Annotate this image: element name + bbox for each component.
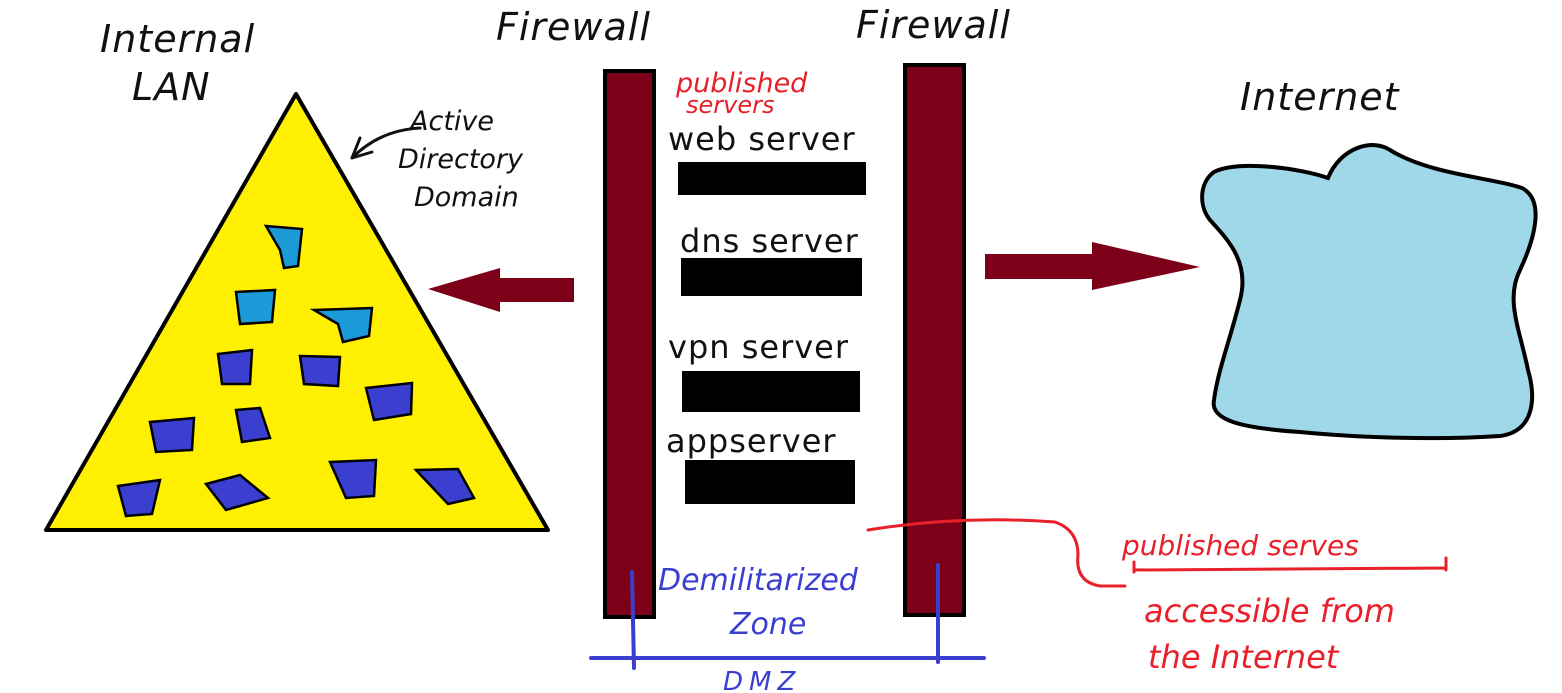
computer-icon [263, 224, 304, 270]
arrow-to-lan [428, 268, 574, 312]
server-label-web: web server [668, 120, 856, 158]
dmz-label-line1: Demilitarized [658, 563, 859, 598]
server-box-vpn [682, 371, 860, 412]
note-label-line3: the Internet [1148, 638, 1340, 676]
internal-lan-label-line2: LAN [132, 65, 211, 109]
ad-label-line2: Directory [398, 144, 524, 175]
ad-label-line3: Domain [414, 182, 519, 213]
computer-icon [116, 478, 162, 518]
server-label-vpn: vpn server [668, 328, 849, 366]
computer-icon [216, 348, 254, 386]
published-servers-label-line1: published [675, 68, 808, 99]
arrow-to-internet [985, 242, 1200, 290]
computer-icon [298, 354, 342, 388]
server-box-app [685, 460, 855, 504]
server-box-web [678, 162, 866, 195]
computer-icon [234, 406, 272, 444]
server-box-dns [681, 258, 862, 296]
published-servers-label-line2: servers [686, 91, 774, 119]
computer-icon [413, 467, 476, 506]
firewall-right-label: Firewall [856, 3, 1011, 47]
internet-label: Internet [1240, 75, 1401, 119]
computer-icon [309, 306, 374, 344]
note-label-line1: published serves [1121, 529, 1359, 562]
note-underline [1132, 556, 1448, 574]
dmz-label-line2: Zone [729, 607, 806, 642]
server-label-dns: dns server [680, 222, 859, 260]
note-label-line2: accessible from [1144, 592, 1395, 630]
computer-icon [148, 416, 196, 454]
firewall-left [603, 69, 656, 619]
dmz-short-label: DMZ [723, 667, 801, 693]
domain-computers [116, 224, 476, 518]
internet-cloud [1200, 143, 1538, 441]
dmz-bracket [589, 563, 986, 670]
ad-pointer-arrow [350, 126, 422, 160]
computer-icon [364, 381, 414, 422]
note-connector-line [866, 518, 1127, 588]
computer-icon [203, 473, 271, 512]
internal-lan-label-line1: Internal [100, 17, 255, 61]
server-label-app: appserver [666, 422, 837, 460]
computer-icon [328, 458, 378, 500]
ad-label-line1: Active [408, 106, 494, 137]
firewall-right [903, 63, 966, 617]
firewall-left-label: Firewall [496, 5, 651, 49]
computer-icon [234, 288, 277, 326]
